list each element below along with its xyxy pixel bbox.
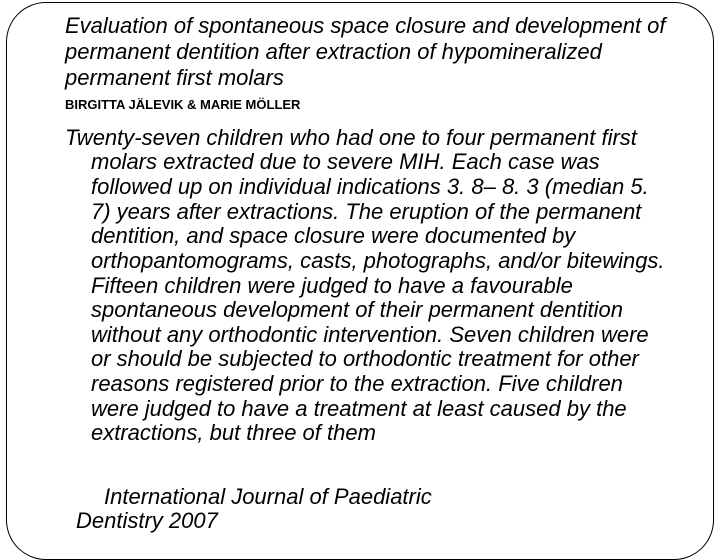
- article-authors: BIRGITTA JÄLEVIK & MARIE MÖLLER: [65, 97, 673, 112]
- journal-year-overlay: Dentistry 2007: [76, 509, 218, 534]
- journal-name-overlay: International Journal of Paediatric: [104, 485, 432, 510]
- article-title: Evaluation of spontaneous space closure …: [65, 13, 673, 91]
- article-body: Twenty-seven children who had one to fou…: [65, 126, 673, 446]
- document-frame: Evaluation of spontaneous space closure …: [6, 2, 714, 560]
